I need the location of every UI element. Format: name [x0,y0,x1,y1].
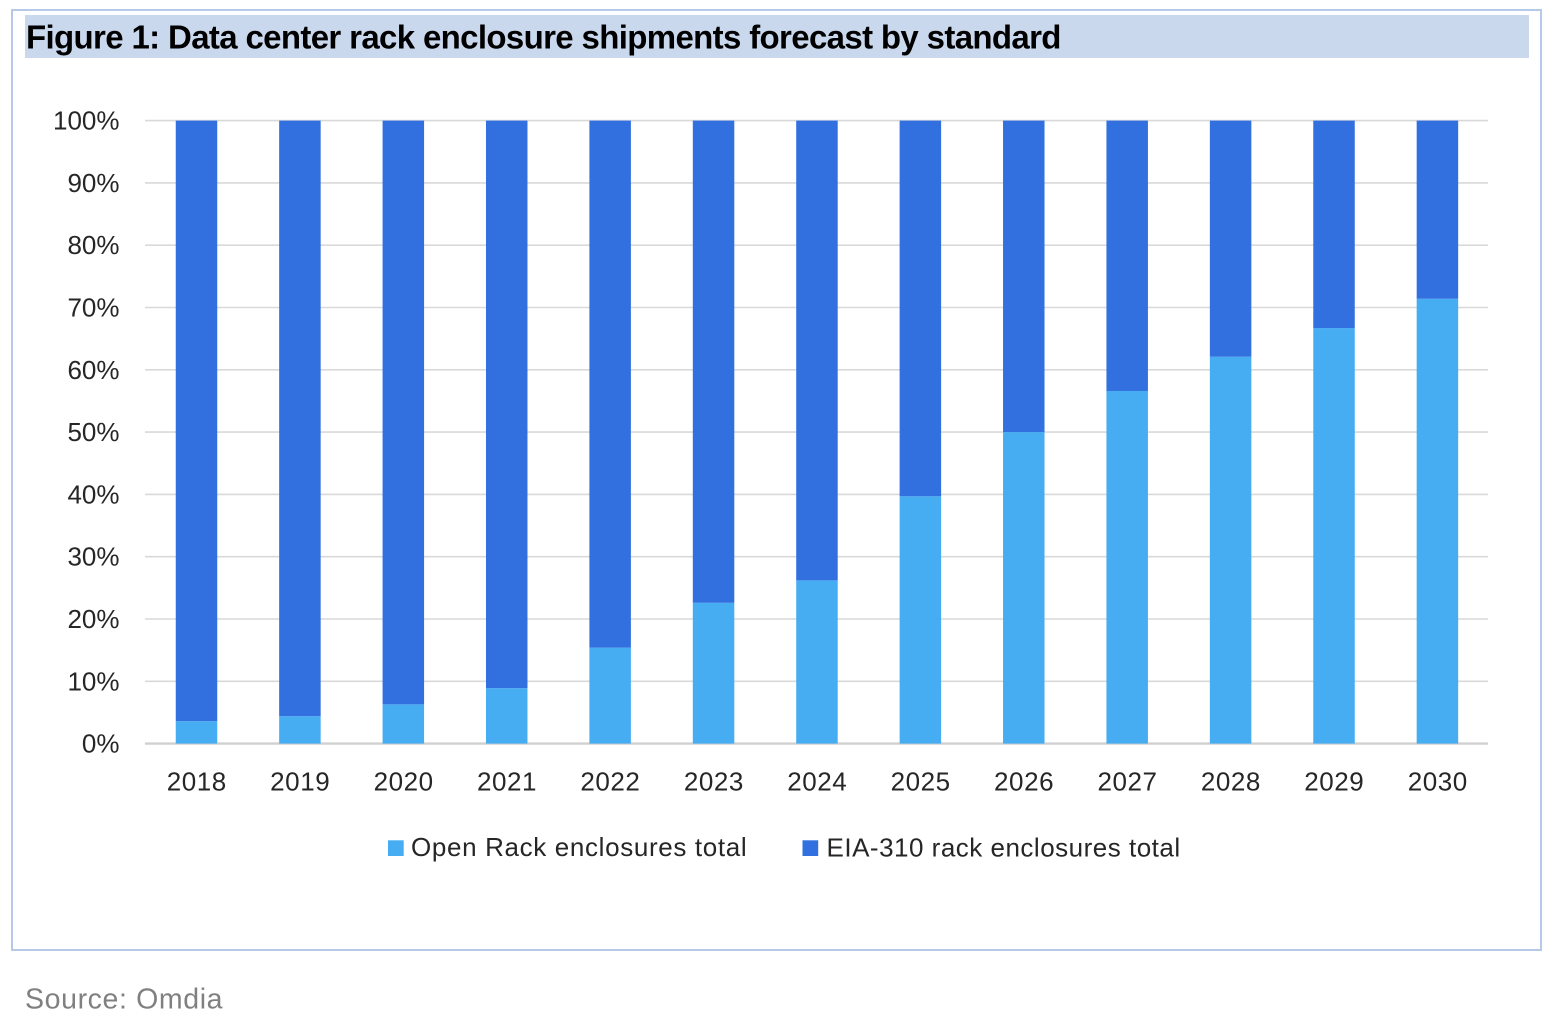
svg-text:2025: 2025 [891,766,951,796]
svg-text:90%: 90% [67,168,119,198]
svg-text:Open Rack enclosures total: Open Rack enclosures total [411,832,747,862]
svg-text:100%: 100% [53,106,120,136]
svg-text:2018: 2018 [167,766,227,796]
svg-text:EIA-310 rack enclosures total: EIA-310 rack enclosures total [827,832,1181,862]
svg-text:Source: Omdia: Source: Omdia [25,984,223,1016]
svg-text:2026: 2026 [994,766,1054,796]
svg-text:0%: 0% [82,729,120,759]
svg-text:2028: 2028 [1201,766,1261,796]
svg-text:2027: 2027 [1097,766,1157,796]
svg-text:2022: 2022 [580,766,640,796]
svg-text:Figure 1: Data center rack enc: Figure 1: Data center rack enclosure shi… [26,19,1061,56]
svg-text:60%: 60% [67,355,119,385]
svg-text:40%: 40% [67,479,119,509]
svg-text:2020: 2020 [374,766,434,796]
svg-text:50%: 50% [67,417,119,447]
svg-text:2030: 2030 [1408,766,1468,796]
svg-text:2021: 2021 [477,766,537,796]
svg-text:80%: 80% [67,230,119,260]
svg-text:20%: 20% [67,604,119,634]
svg-text:30%: 30% [67,542,119,572]
svg-text:70%: 70% [67,293,119,323]
svg-text:10%: 10% [67,666,119,696]
svg-text:2023: 2023 [684,766,744,796]
svg-text:2024: 2024 [787,766,847,796]
svg-text:2019: 2019 [270,766,330,796]
svg-text:2029: 2029 [1304,766,1364,796]
